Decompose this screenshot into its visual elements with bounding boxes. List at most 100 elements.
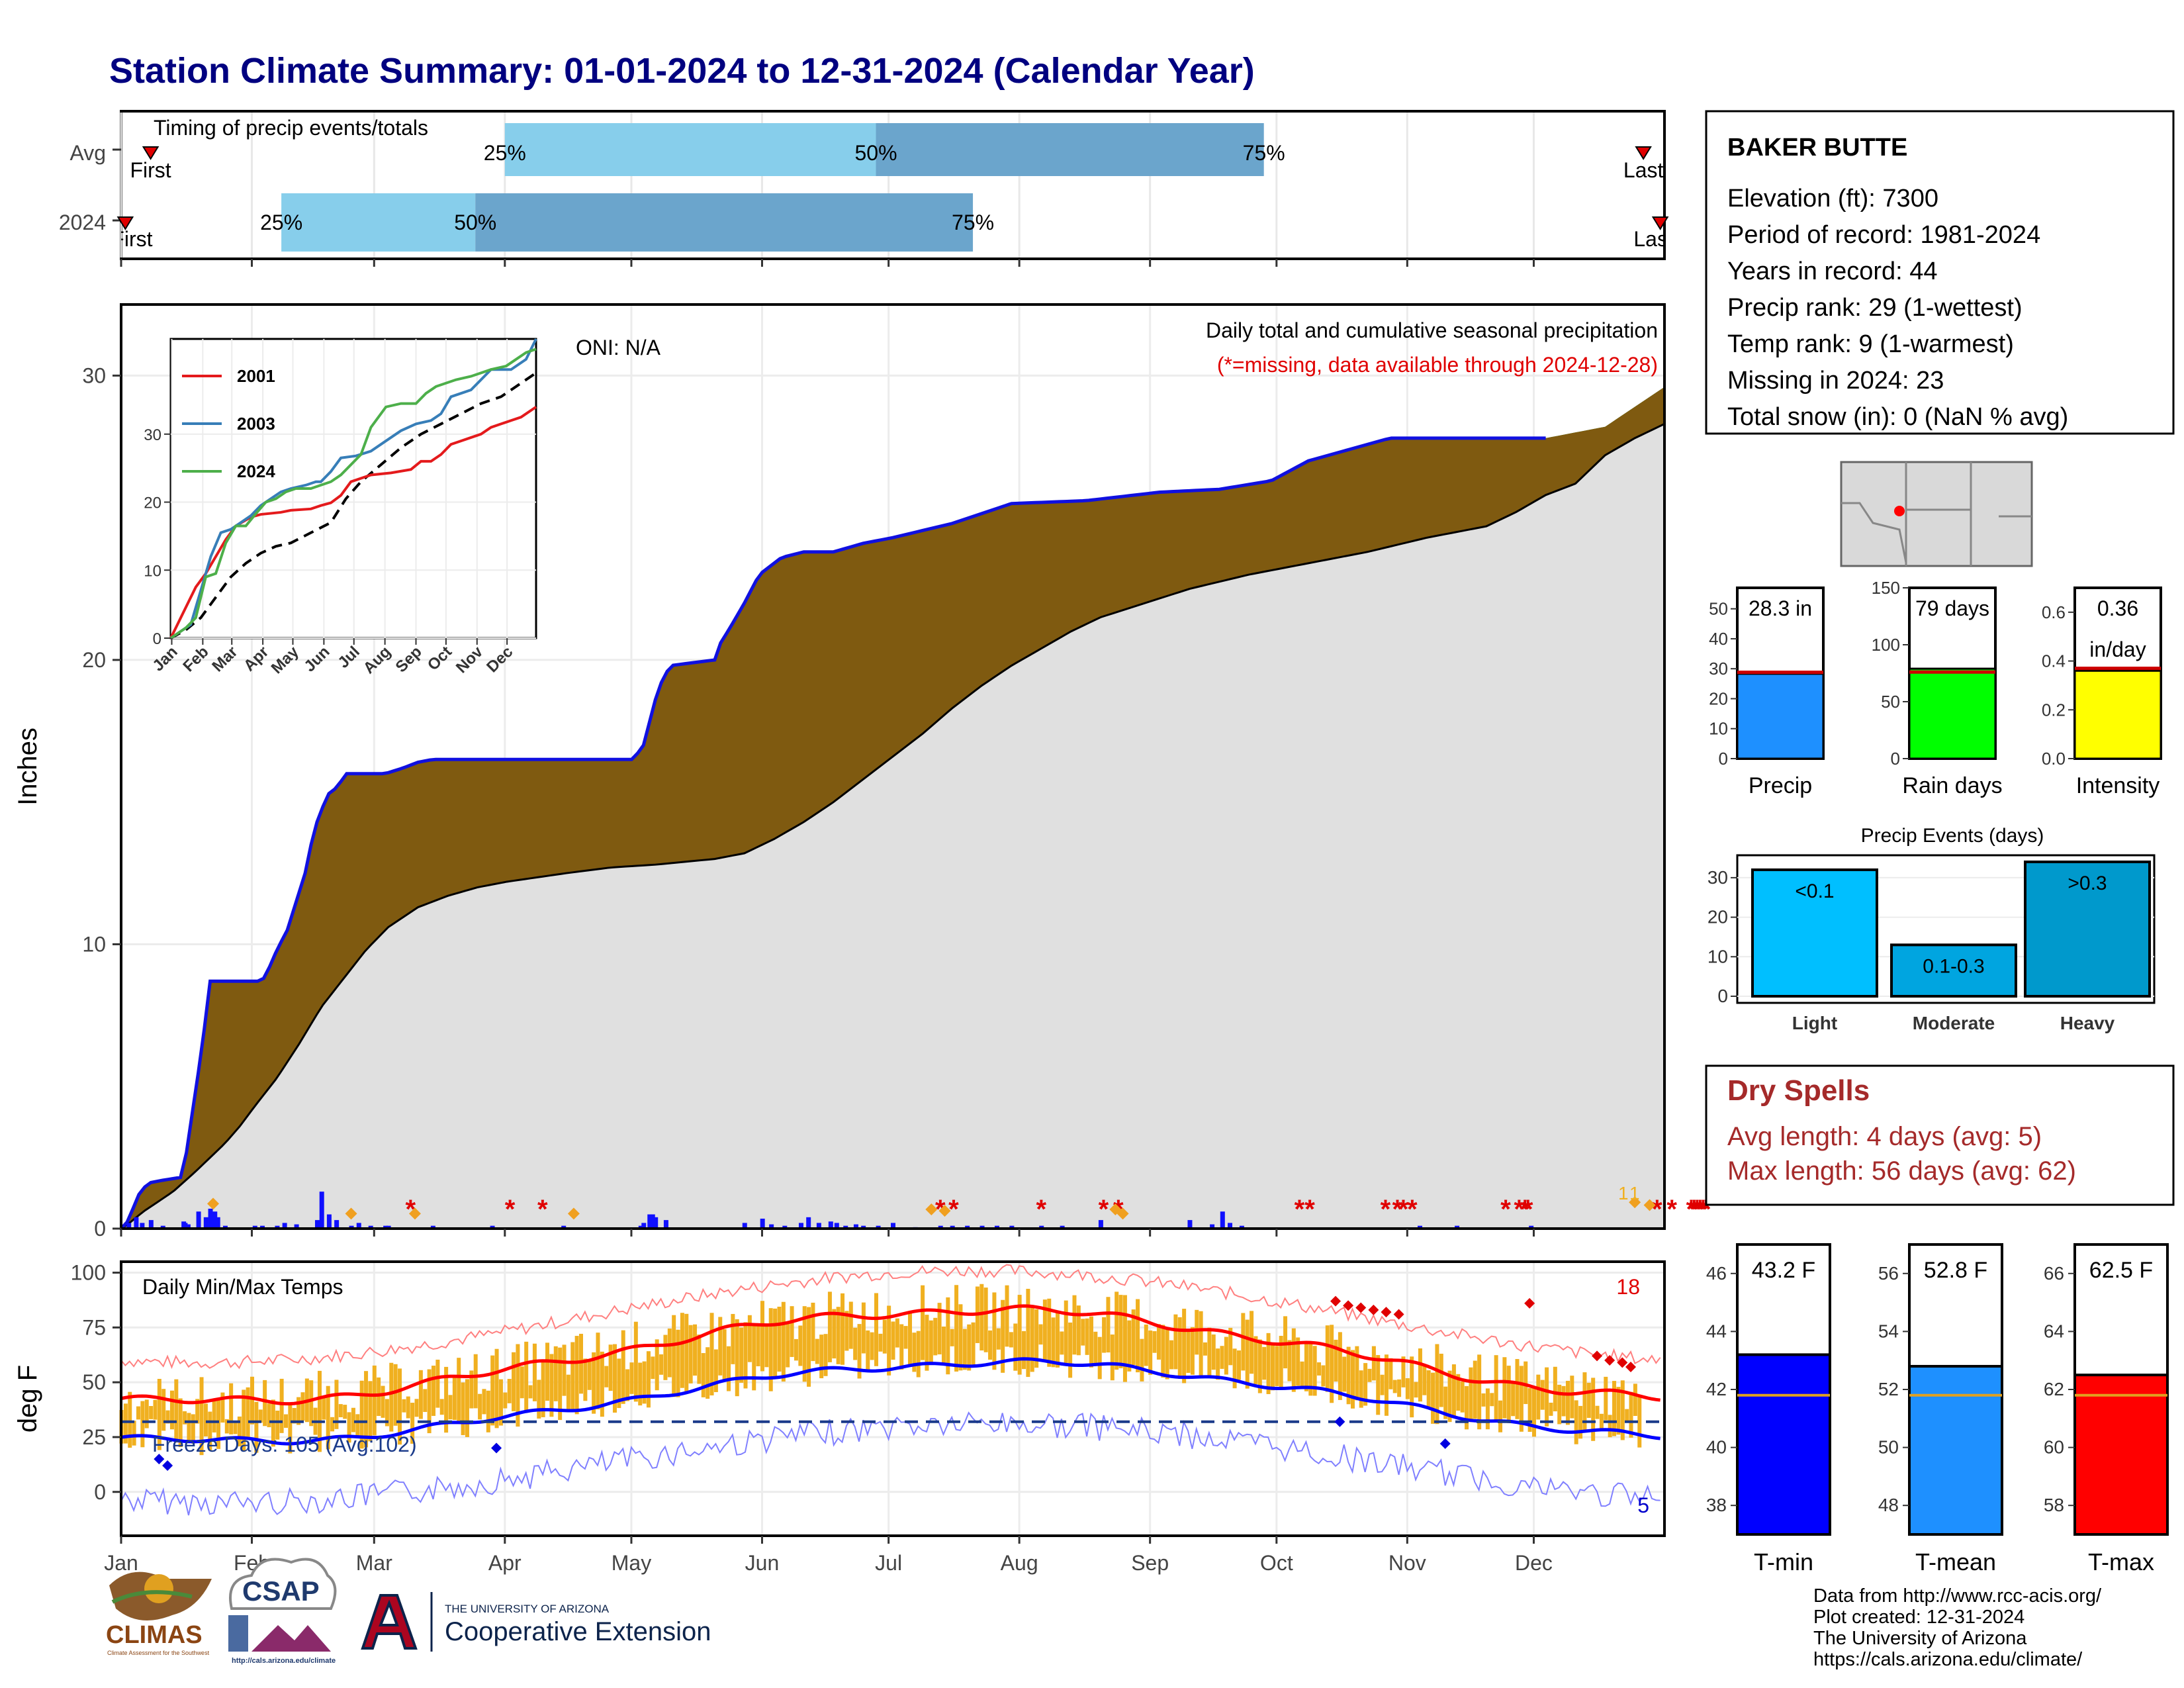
precip-events-chart: Precip Events (days) 0 10 20 30 <0.1 Light 0.1-… — [1707, 825, 2156, 1033]
daily-precip-bar-28 — [430, 1225, 435, 1229]
events-tick-label-2: 20 — [1707, 907, 1728, 927]
daily-temp-bar-108 — [570, 1342, 575, 1413]
2024-last-marker — [1651, 216, 1669, 230]
daily-temp-bar-152 — [756, 1325, 760, 1366]
daily-temp-bar-98 — [528, 1385, 533, 1399]
daily-temp-bar-40 — [283, 1414, 288, 1428]
climas-subtitle: Climate Assessment for the Southwest — [107, 1650, 210, 1656]
events-bar-label-Light: Light — [1792, 1013, 1837, 1033]
precip-ytick-label-1: 10 — [82, 932, 106, 956]
temp-ytick-label-2: 50 — [82, 1370, 106, 1394]
daily-temp-bar-84 — [469, 1370, 474, 1409]
daily-temp-bar-202 — [967, 1324, 972, 1371]
daily-precip-bar-44 — [828, 1221, 833, 1229]
dry-label-2: 1 — [1629, 1183, 1640, 1203]
daily-temp-bar-77 — [439, 1399, 444, 1415]
daily-temp-bar-292 — [1346, 1346, 1351, 1405]
daily-temp-bar-326 — [1490, 1393, 1494, 1407]
daily-precip-bar-65 — [1239, 1225, 1244, 1229]
daily-precip-bar-30 — [561, 1225, 567, 1229]
daily-temp-bar-129 — [659, 1354, 664, 1375]
daily-temp-bar-7 — [144, 1399, 149, 1429]
temp-summary-tick-label-0-3: 44 — [1706, 1321, 1727, 1341]
daily-temp-bar-258 — [1203, 1342, 1207, 1356]
daily-temp-bar-126 — [646, 1351, 651, 1408]
daily-temp-bar-361 — [1637, 1396, 1642, 1448]
daily-temp-bar-134 — [680, 1313, 684, 1388]
2024-first-marker — [116, 216, 134, 230]
daily-temp-bar-23 — [212, 1400, 216, 1432]
daily-temp-bar-139 — [701, 1353, 705, 1397]
mini-label-2: Intensity — [2076, 773, 2160, 798]
daily-temp-bar-254 — [1186, 1331, 1191, 1373]
events-bar-Light — [1751, 868, 1878, 998]
daily-precip-bar-68 — [1529, 1225, 1534, 1229]
precip-ylabel: Inches — [13, 727, 42, 806]
daily-temp-bar-196 — [941, 1326, 946, 1366]
mini-tick-label-1-3: 150 — [1872, 578, 1900, 598]
daily-temp-bar-62 — [377, 1377, 381, 1417]
daily-temp-bar-99 — [532, 1343, 537, 1401]
daily-precip-bar-41 — [798, 1223, 803, 1229]
inset-avg-line — [170, 371, 537, 639]
credit-line-2: Plot created: 12-31-2024 — [1813, 1607, 2025, 1628]
daily-temp-bar-222 — [1051, 1317, 1056, 1368]
hot-days-count: 18 — [1616, 1275, 1640, 1299]
daily-temp-bar-303 — [1392, 1380, 1397, 1393]
daily-precip-bar-22 — [334, 1220, 340, 1229]
missing-day-marker-11: * — [1392, 1195, 1403, 1224]
daily-precip-bar-55 — [979, 1225, 985, 1229]
daily-temp-bar-70 — [410, 1403, 415, 1444]
daily-temp-bar-323 — [1477, 1354, 1482, 1430]
daily-temp-bar-146 — [731, 1313, 735, 1364]
daily-temp-bar-179 — [870, 1332, 874, 1360]
daily-temp-bar-217 — [1030, 1305, 1034, 1372]
daily-temp-bar-111 — [583, 1358, 588, 1401]
daily-temp-bar-59 — [364, 1371, 369, 1448]
daily-precip-bar-47 — [853, 1224, 858, 1229]
daily-temp-bar-135 — [684, 1313, 689, 1393]
mini-tick-label-0-1: 10 — [1709, 719, 1728, 739]
temp-summary-tick-label-1-2: 52 — [1878, 1379, 1899, 1399]
missing-day-marker-4: * — [948, 1195, 959, 1224]
daily-temp-bar-309 — [1418, 1348, 1422, 1402]
daily-temp-bar-312 — [1431, 1372, 1435, 1424]
daily-temp-bar-120 — [621, 1330, 625, 1404]
daily-temp-bar-347 — [1578, 1405, 1583, 1439]
temp-summary-value-0: 43.2 F — [1752, 1258, 1815, 1283]
daily-precip-bar-32 — [641, 1223, 647, 1229]
daily-temp-bar-241 — [1131, 1309, 1136, 1365]
daily-temp-bar-191 — [921, 1285, 925, 1360]
daily-temp-bar-349 — [1586, 1382, 1591, 1418]
daily-temp-bar-88 — [486, 1390, 490, 1432]
temp-summary-tick-label-0-4: 46 — [1706, 1263, 1727, 1284]
daily-temp-bar-156 — [773, 1308, 778, 1377]
daily-temp-bar-359 — [1629, 1391, 1633, 1438]
climas-logo: CLIMAS Climate Assessment for the Southw… — [106, 1571, 212, 1656]
daily-temp-bar-150 — [747, 1315, 752, 1362]
daily-temp-bar-100 — [537, 1380, 541, 1419]
daily-temp-bar-186 — [899, 1324, 904, 1370]
missing-day-marker-22: * — [1692, 1195, 1703, 1224]
temp-summary-tick-label-2-3: 64 — [2044, 1321, 2064, 1341]
daily-temp-bar-307 — [1410, 1356, 1414, 1418]
daily-temp-bar-227 — [1072, 1295, 1077, 1355]
station-line-6: Total snow (in): 0 (NaN % avg) — [1727, 403, 2068, 431]
daily-temp-bar-336 — [1531, 1387, 1536, 1437]
temp-ytick-label-1: 25 — [82, 1425, 106, 1449]
temp-summary-tick-label-0-2: 42 — [1706, 1379, 1727, 1399]
daily-temp-bar-302 — [1388, 1358, 1393, 1389]
precip-ytick-label-2: 20 — [82, 648, 106, 672]
daily-temp-bar-155 — [768, 1308, 773, 1391]
dry-spells-max: Max length: 56 days (avg: 62) — [1727, 1156, 2076, 1186]
2024-first-label: First — [111, 227, 152, 251]
extreme-precip-marker-1 — [345, 1207, 357, 1220]
freeze-days-label: Freeze Days: 105 (Avg:102) — [152, 1432, 417, 1456]
month-label-Aug: Aug — [1001, 1551, 1038, 1575]
daily-temp-bar-37 — [271, 1399, 275, 1447]
daily-temp-bar-93 — [507, 1379, 512, 1403]
daily-temp-bar-166 — [815, 1338, 819, 1364]
daily-temp-bar-311 — [1426, 1370, 1431, 1408]
daily-temp-bar-341 — [1553, 1366, 1557, 1412]
mini-label-1: Rain days — [1902, 773, 2002, 798]
